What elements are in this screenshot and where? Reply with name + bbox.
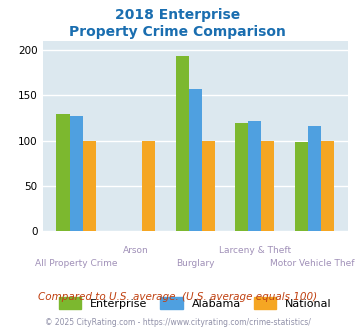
Text: 2018 Enterprise: 2018 Enterprise: [115, 8, 240, 22]
Bar: [295, 143, 308, 231]
Bar: [248, 121, 261, 231]
Bar: [142, 141, 155, 231]
Bar: [56, 115, 70, 231]
Text: All Property Crime: All Property Crime: [35, 259, 118, 268]
Text: Larceny & Theft: Larceny & Theft: [219, 246, 291, 255]
Text: Arson: Arson: [123, 246, 148, 255]
Bar: [189, 89, 202, 231]
Bar: [83, 141, 96, 231]
Bar: [308, 126, 321, 231]
Text: Burglary: Burglary: [176, 259, 214, 268]
Legend: Enterprise, Alabama, National: Enterprise, Alabama, National: [59, 297, 332, 309]
Text: Property Crime Comparison: Property Crime Comparison: [69, 25, 286, 39]
Bar: [261, 141, 274, 231]
Text: © 2025 CityRating.com - https://www.cityrating.com/crime-statistics/: © 2025 CityRating.com - https://www.city…: [45, 318, 310, 327]
Bar: [202, 141, 215, 231]
Bar: [176, 56, 189, 231]
Text: Motor Vehicle Theft: Motor Vehicle Theft: [271, 259, 355, 268]
Bar: [321, 141, 334, 231]
Text: Compared to U.S. average. (U.S. average equals 100): Compared to U.S. average. (U.S. average …: [38, 292, 317, 302]
Bar: [235, 123, 248, 231]
Bar: [70, 116, 83, 231]
